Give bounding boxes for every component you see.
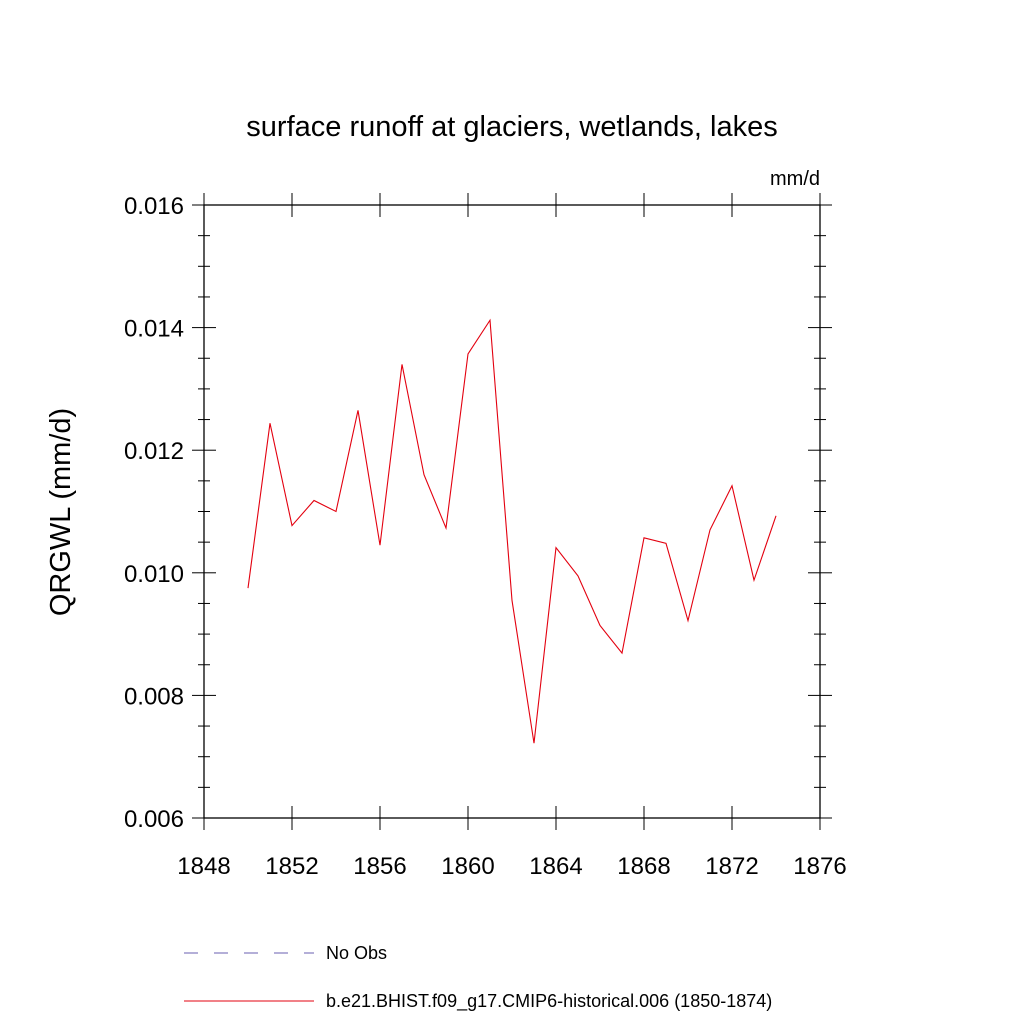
legend-label-no-obs: No Obs: [326, 943, 387, 963]
y-tick-label: 0.006: [124, 806, 184, 833]
x-tick-label: 1848: [177, 853, 230, 880]
plot-frame: [203, 204, 821, 819]
x-tick-label: 1864: [529, 853, 582, 880]
legend-label-historical: b.e21.BHIST.f09_g17.CMIP6-historical.006…: [326, 991, 772, 1012]
y-tick-label: 0.008: [124, 683, 184, 710]
y-tick-label: 0.010: [124, 561, 184, 588]
legend: No Obs b.e21.BHIST.f09_g17.CMIP6-histori…: [184, 943, 772, 1012]
x-tick-label: 1856: [353, 853, 406, 880]
x-tick-label: 1876: [793, 853, 846, 880]
x-tick-label: 1872: [705, 853, 758, 880]
series-line-1: [247, 318, 777, 744]
y-tick-label: 0.012: [124, 438, 184, 465]
x-tick-labels: 1848 1852 1856 1860 1864 1868 1872 1876: [177, 853, 846, 880]
axis-ticks: [192, 193, 832, 830]
y-tick-label: 0.014: [124, 316, 184, 343]
units-label: mm/d: [770, 168, 820, 190]
x-tick-label: 1860: [441, 853, 494, 880]
x-tick-label: 1868: [617, 853, 670, 880]
y-axis-label: QRGWL (mm/d): [45, 408, 77, 616]
y-tick-label: 0.016: [124, 193, 184, 220]
x-tick-label: 1852: [265, 853, 318, 880]
series-lines: [247, 318, 777, 744]
y-tick-labels: 0.006 0.008 0.010 0.012 0.014 0.016: [124, 193, 184, 833]
chart-title: surface runoff at glaciers, wetlands, la…: [246, 111, 777, 143]
